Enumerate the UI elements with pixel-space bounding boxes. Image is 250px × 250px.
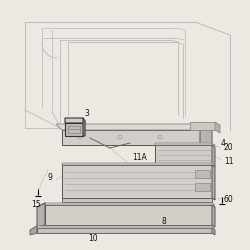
Polygon shape (212, 145, 215, 167)
Polygon shape (37, 203, 45, 227)
Text: 20: 20 (223, 144, 232, 152)
Polygon shape (212, 205, 215, 227)
Polygon shape (30, 226, 37, 235)
Polygon shape (155, 145, 212, 165)
Polygon shape (65, 123, 83, 136)
Polygon shape (195, 170, 210, 178)
Text: 11: 11 (224, 156, 234, 166)
Polygon shape (56, 124, 212, 130)
Polygon shape (65, 118, 85, 123)
Polygon shape (62, 130, 200, 145)
Text: 4: 4 (221, 138, 226, 147)
Polygon shape (155, 143, 215, 145)
Polygon shape (83, 118, 85, 136)
Text: 15: 15 (31, 200, 41, 209)
Text: 60: 60 (224, 196, 234, 204)
Polygon shape (45, 203, 215, 205)
Polygon shape (190, 122, 215, 130)
Text: 9: 9 (47, 174, 52, 182)
Polygon shape (212, 228, 215, 235)
Polygon shape (37, 226, 215, 228)
Polygon shape (200, 124, 212, 145)
Text: 10: 10 (88, 234, 98, 243)
Polygon shape (62, 198, 212, 202)
Polygon shape (37, 228, 212, 233)
Polygon shape (212, 165, 215, 200)
Text: 11A: 11A (132, 153, 147, 162)
Polygon shape (62, 163, 215, 165)
Polygon shape (215, 122, 220, 133)
Text: 8: 8 (162, 218, 167, 226)
Polygon shape (62, 165, 212, 198)
Polygon shape (195, 183, 210, 191)
Text: 3: 3 (84, 109, 89, 118)
Polygon shape (45, 205, 212, 225)
